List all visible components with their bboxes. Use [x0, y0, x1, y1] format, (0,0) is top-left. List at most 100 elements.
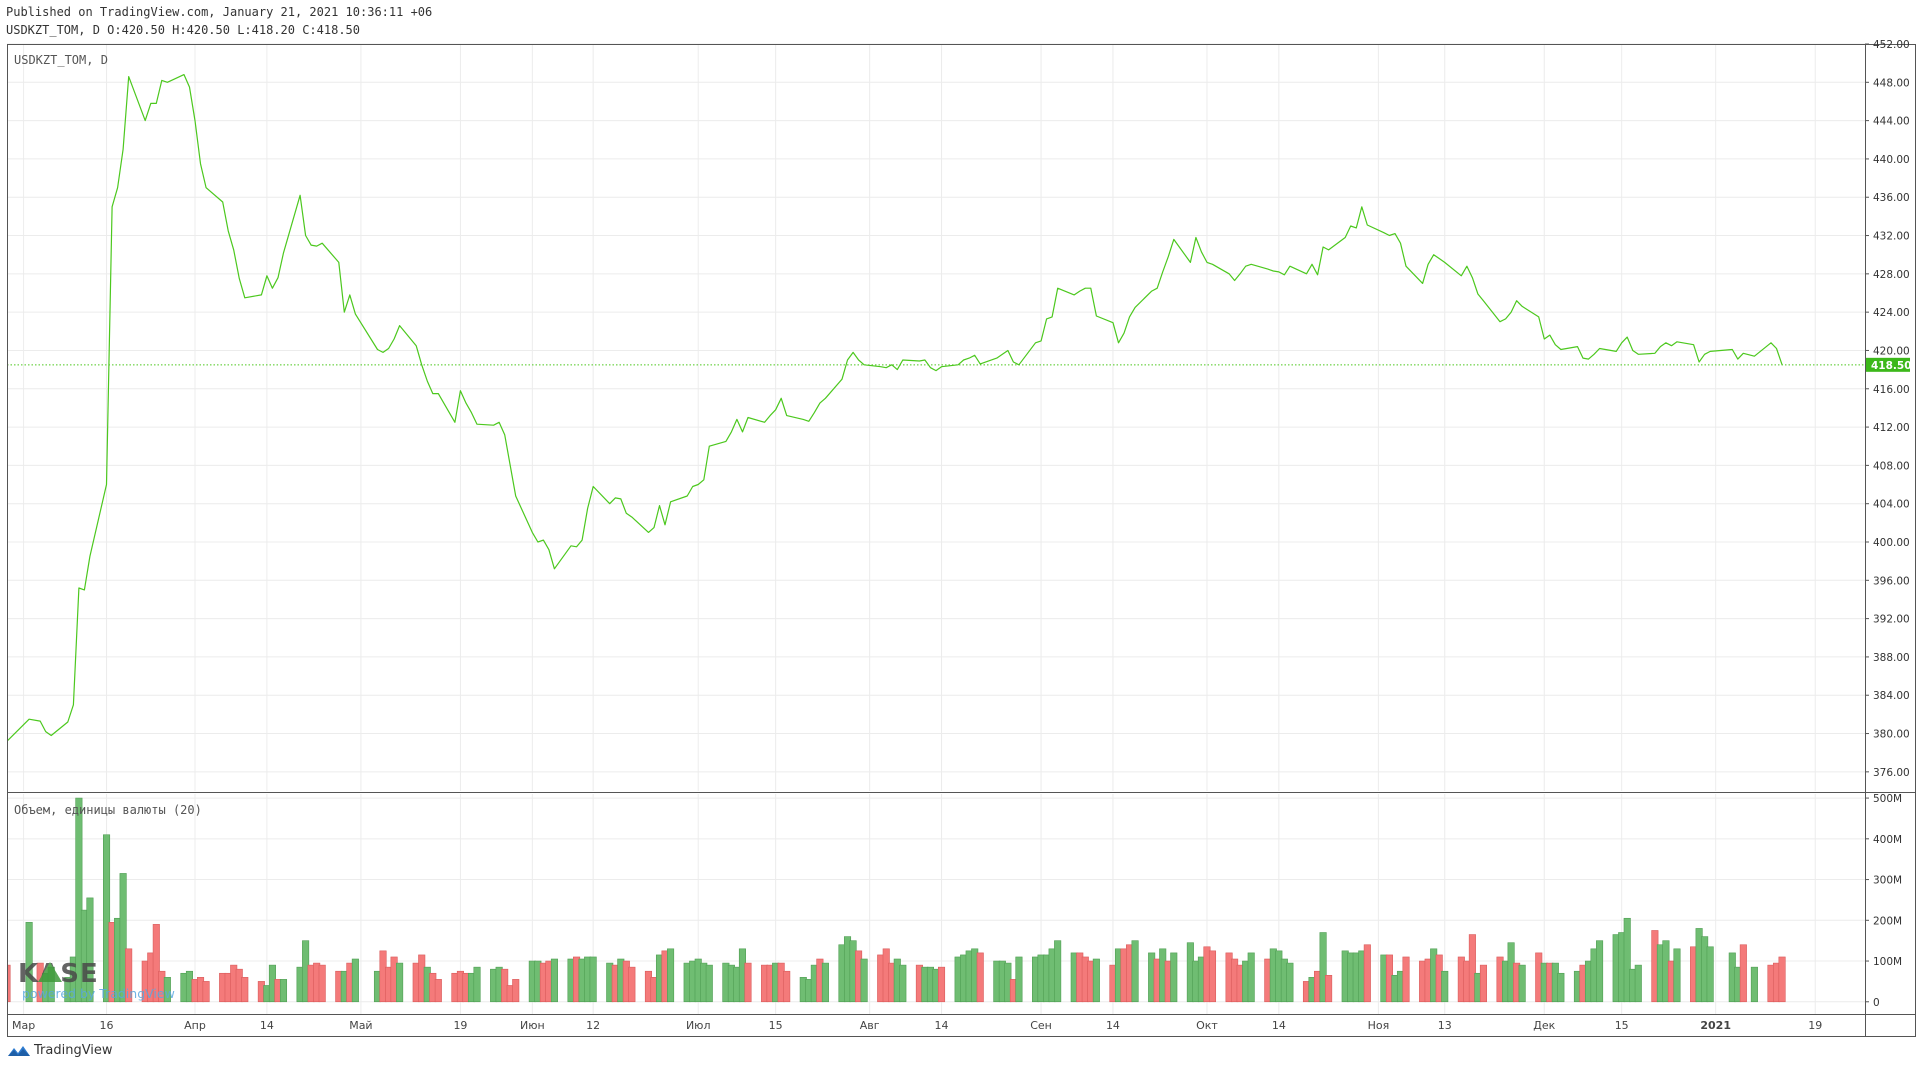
price-point[interactable] — [1503, 317, 1507, 321]
price-point[interactable] — [1553, 343, 1557, 347]
volume-bar[interactable] — [473, 966, 481, 1003]
price-point[interactable] — [895, 367, 899, 371]
volume-bar[interactable] — [1170, 952, 1178, 1003]
price-point[interactable] — [1559, 347, 1563, 351]
price-point[interactable] — [591, 484, 595, 488]
price-point[interactable] — [690, 484, 694, 488]
price-point[interactable] — [66, 720, 70, 724]
price-point[interactable] — [121, 147, 125, 151]
price-point[interactable] — [154, 101, 158, 105]
price-point[interactable] — [812, 411, 816, 415]
price-point[interactable] — [1575, 344, 1579, 348]
price-point[interactable] — [193, 118, 197, 122]
price-point[interactable] — [38, 719, 42, 723]
volume-bar[interactable] — [1131, 940, 1139, 1003]
price-point[interactable] — [314, 244, 318, 248]
volume-bar[interactable] — [1319, 932, 1327, 1003]
price-point[interactable] — [1266, 267, 1270, 271]
volume-bar[interactable] — [705, 964, 713, 1003]
price-point[interactable] — [1166, 254, 1170, 258]
price-point[interactable] — [1227, 272, 1231, 276]
price-point[interactable] — [663, 523, 667, 527]
price-point[interactable] — [978, 362, 982, 366]
price-point[interactable] — [1420, 281, 1424, 285]
price-point[interactable] — [514, 494, 518, 498]
price-point[interactable] — [934, 368, 938, 372]
price-point[interactable] — [1310, 262, 1314, 266]
price-point[interactable] — [1470, 275, 1474, 279]
price-point[interactable] — [458, 388, 462, 392]
price-point[interactable] — [1548, 333, 1552, 337]
price-point[interactable] — [182, 72, 186, 76]
volume-bar[interactable] — [1623, 917, 1631, 1003]
price-point[interactable] — [574, 545, 578, 549]
price-point[interactable] — [1520, 304, 1524, 308]
price-point[interactable] — [1752, 354, 1756, 358]
price-point[interactable] — [552, 567, 556, 571]
price-point[interactable] — [1730, 347, 1734, 351]
price-point[interactable] — [1542, 337, 1546, 341]
price-point[interactable] — [104, 482, 108, 486]
price-point[interactable] — [1393, 231, 1397, 235]
price-point[interactable] — [1238, 272, 1242, 276]
price-point[interactable] — [160, 78, 164, 82]
price-point[interactable] — [49, 733, 53, 737]
price-point[interactable] — [773, 408, 777, 412]
volume-bar[interactable] — [1402, 956, 1410, 1003]
price-point[interactable] — [298, 193, 302, 197]
price-point[interactable] — [237, 276, 241, 280]
price-point[interactable] — [657, 503, 661, 507]
price-point[interactable] — [453, 420, 457, 424]
price-point[interactable] — [1514, 298, 1518, 302]
volume-bar[interactable] — [75, 797, 83, 1003]
price-line[interactable] — [7, 73, 1783, 742]
volume-bar[interactable] — [4, 964, 11, 1003]
price-point[interactable] — [1664, 341, 1668, 345]
volume-bar[interactable] — [744, 962, 752, 1003]
price-point[interactable] — [1006, 348, 1010, 352]
volume-bar[interactable] — [1054, 940, 1062, 1003]
price-point[interactable] — [967, 356, 971, 360]
price-point[interactable] — [1691, 343, 1695, 347]
price-point[interactable] — [337, 260, 341, 264]
price-point[interactable] — [1382, 230, 1386, 234]
price-point[interactable] — [77, 586, 81, 590]
price-point[interactable] — [1127, 315, 1131, 319]
price-point[interactable] — [613, 496, 617, 500]
volume-bar[interactable] — [937, 966, 946, 1003]
price-point[interactable] — [1199, 250, 1203, 254]
price-point[interactable] — [995, 356, 999, 360]
price-point[interactable] — [1232, 278, 1236, 282]
price-point[interactable] — [82, 588, 86, 592]
price-point[interactable] — [1116, 341, 1120, 345]
volume-bar[interactable] — [434, 979, 442, 1003]
price-point[interactable] — [746, 415, 750, 419]
volume-bar[interactable] — [628, 966, 636, 1003]
price-point[interactable] — [1509, 310, 1513, 314]
price-point[interactable] — [115, 185, 119, 189]
volume-bar[interactable] — [125, 948, 133, 1003]
price-point[interactable] — [226, 229, 230, 233]
price-point[interactable] — [1537, 315, 1541, 319]
volume-bar[interactable] — [1596, 940, 1604, 1003]
price-point[interactable] — [762, 420, 766, 424]
price-point[interactable] — [619, 497, 623, 501]
volume-bar[interactable] — [202, 981, 210, 1003]
price-point[interactable] — [1149, 289, 1153, 293]
price-point[interactable] — [1188, 260, 1192, 264]
volume-bar[interactable] — [351, 958, 359, 1003]
price-point[interactable] — [1172, 237, 1176, 241]
volume-bar[interactable] — [1739, 944, 1747, 1003]
price-point[interactable] — [1354, 226, 1358, 230]
price-point[interactable] — [851, 350, 855, 354]
price-point[interactable] — [259, 293, 263, 297]
price-point[interactable] — [1111, 320, 1115, 324]
price-point[interactable] — [1315, 273, 1319, 277]
price-point[interactable] — [1459, 274, 1463, 278]
price-point[interactable] — [270, 286, 274, 290]
volume-bar[interactable] — [976, 952, 984, 1003]
price-point[interactable] — [276, 275, 280, 279]
price-point[interactable] — [1271, 269, 1275, 273]
price-point[interactable] — [973, 353, 977, 357]
price-point[interactable] — [1249, 262, 1253, 266]
